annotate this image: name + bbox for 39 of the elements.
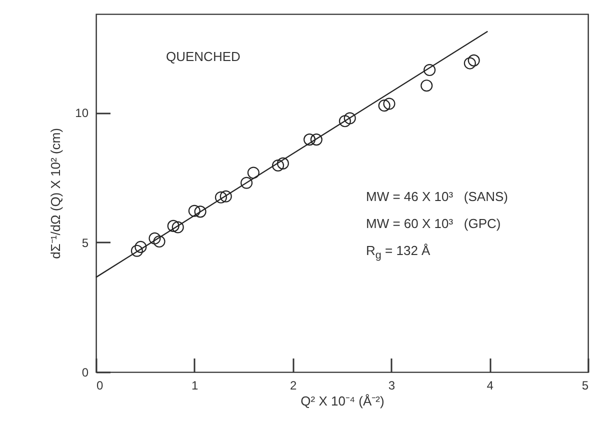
point (167, 220, 180, 232)
point (424, 64, 436, 76)
x-tick-label: 0 (96, 378, 104, 392)
annotation: MW = 46 X 10³ (SANS) (366, 189, 508, 204)
x-tick-label: 4 (486, 378, 494, 392)
point (468, 54, 480, 66)
point (344, 112, 356, 124)
point (214, 191, 227, 204)
point (338, 115, 351, 128)
x-axis-title: Q² X 10⁻⁴ (Å⁻²) (300, 394, 384, 408)
point (153, 235, 166, 248)
point (240, 176, 253, 189)
point (272, 159, 284, 172)
point (188, 204, 200, 217)
x-tick-label: 2 (290, 378, 297, 392)
point (194, 206, 206, 218)
point (220, 190, 232, 202)
point (420, 80, 433, 92)
y-tick-label: 0 (82, 366, 89, 380)
point (310, 134, 322, 146)
y-tick-label: 5 (82, 236, 89, 250)
point (378, 100, 390, 112)
annotation: QUENCHED (166, 49, 240, 64)
x-tick-label: 3 (388, 378, 396, 392)
point (130, 244, 143, 257)
y-axis-title: dΣ⁻¹/dΩ (Q) X 10² (cm) (48, 128, 64, 259)
point (247, 166, 260, 179)
x-tick-label: 1 (192, 378, 199, 392)
annotation: MW = 60 X 10³ (GPC) (366, 216, 501, 231)
point (304, 134, 316, 146)
annotation: R$_{g}$ = 132 Å (366, 243, 430, 262)
point (464, 57, 476, 70)
point (148, 232, 161, 244)
point (383, 98, 396, 110)
point (276, 157, 289, 170)
point (172, 221, 184, 234)
point (134, 240, 147, 253)
x-tick-label: 5 (582, 378, 589, 392)
y-tick-label: 10 (75, 106, 89, 120)
